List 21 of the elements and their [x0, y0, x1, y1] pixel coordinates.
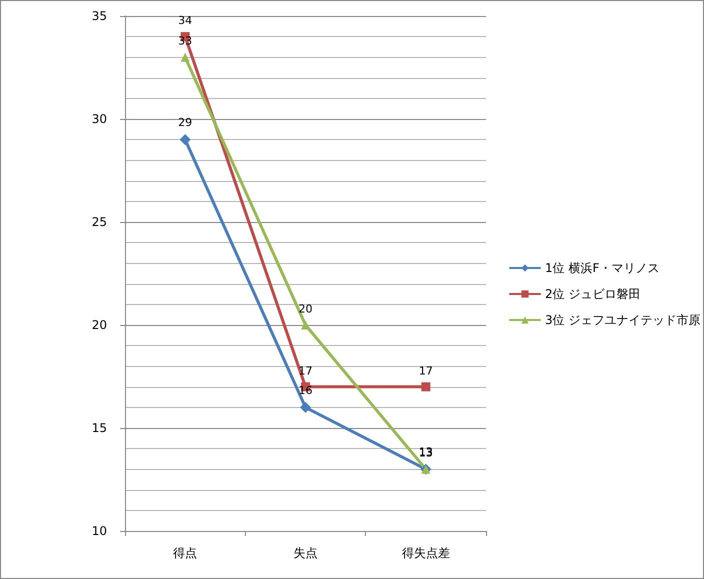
y-tick-label: 35 [92, 9, 107, 23]
data-label: 20 [298, 302, 312, 316]
point [421, 382, 430, 392]
x-tick-label: 得失点差 [402, 546, 450, 560]
y-tick-label: 15 [92, 421, 107, 435]
y-tick-label: 10 [92, 524, 107, 538]
legend-label: 2位 ジュビロ磐田 [545, 287, 640, 301]
y-tick-label: 25 [92, 215, 107, 229]
x-tick-label: 失点 [294, 546, 318, 560]
point [301, 320, 310, 330]
y-tick-label: 20 [92, 318, 107, 332]
data-label: 34 [178, 14, 192, 28]
point [300, 402, 311, 413]
data-label: 29 [178, 116, 192, 130]
point [180, 52, 190, 62]
legend-label: 1位 横浜F・マリノス [545, 261, 660, 275]
x-tick-label: 得点 [173, 546, 198, 560]
legend-label: 3位 ジェフユナイテッド市原 [545, 313, 700, 327]
data-label: 17 [418, 364, 433, 378]
point [180, 134, 191, 146]
y-tick-label: 30 [92, 112, 107, 126]
